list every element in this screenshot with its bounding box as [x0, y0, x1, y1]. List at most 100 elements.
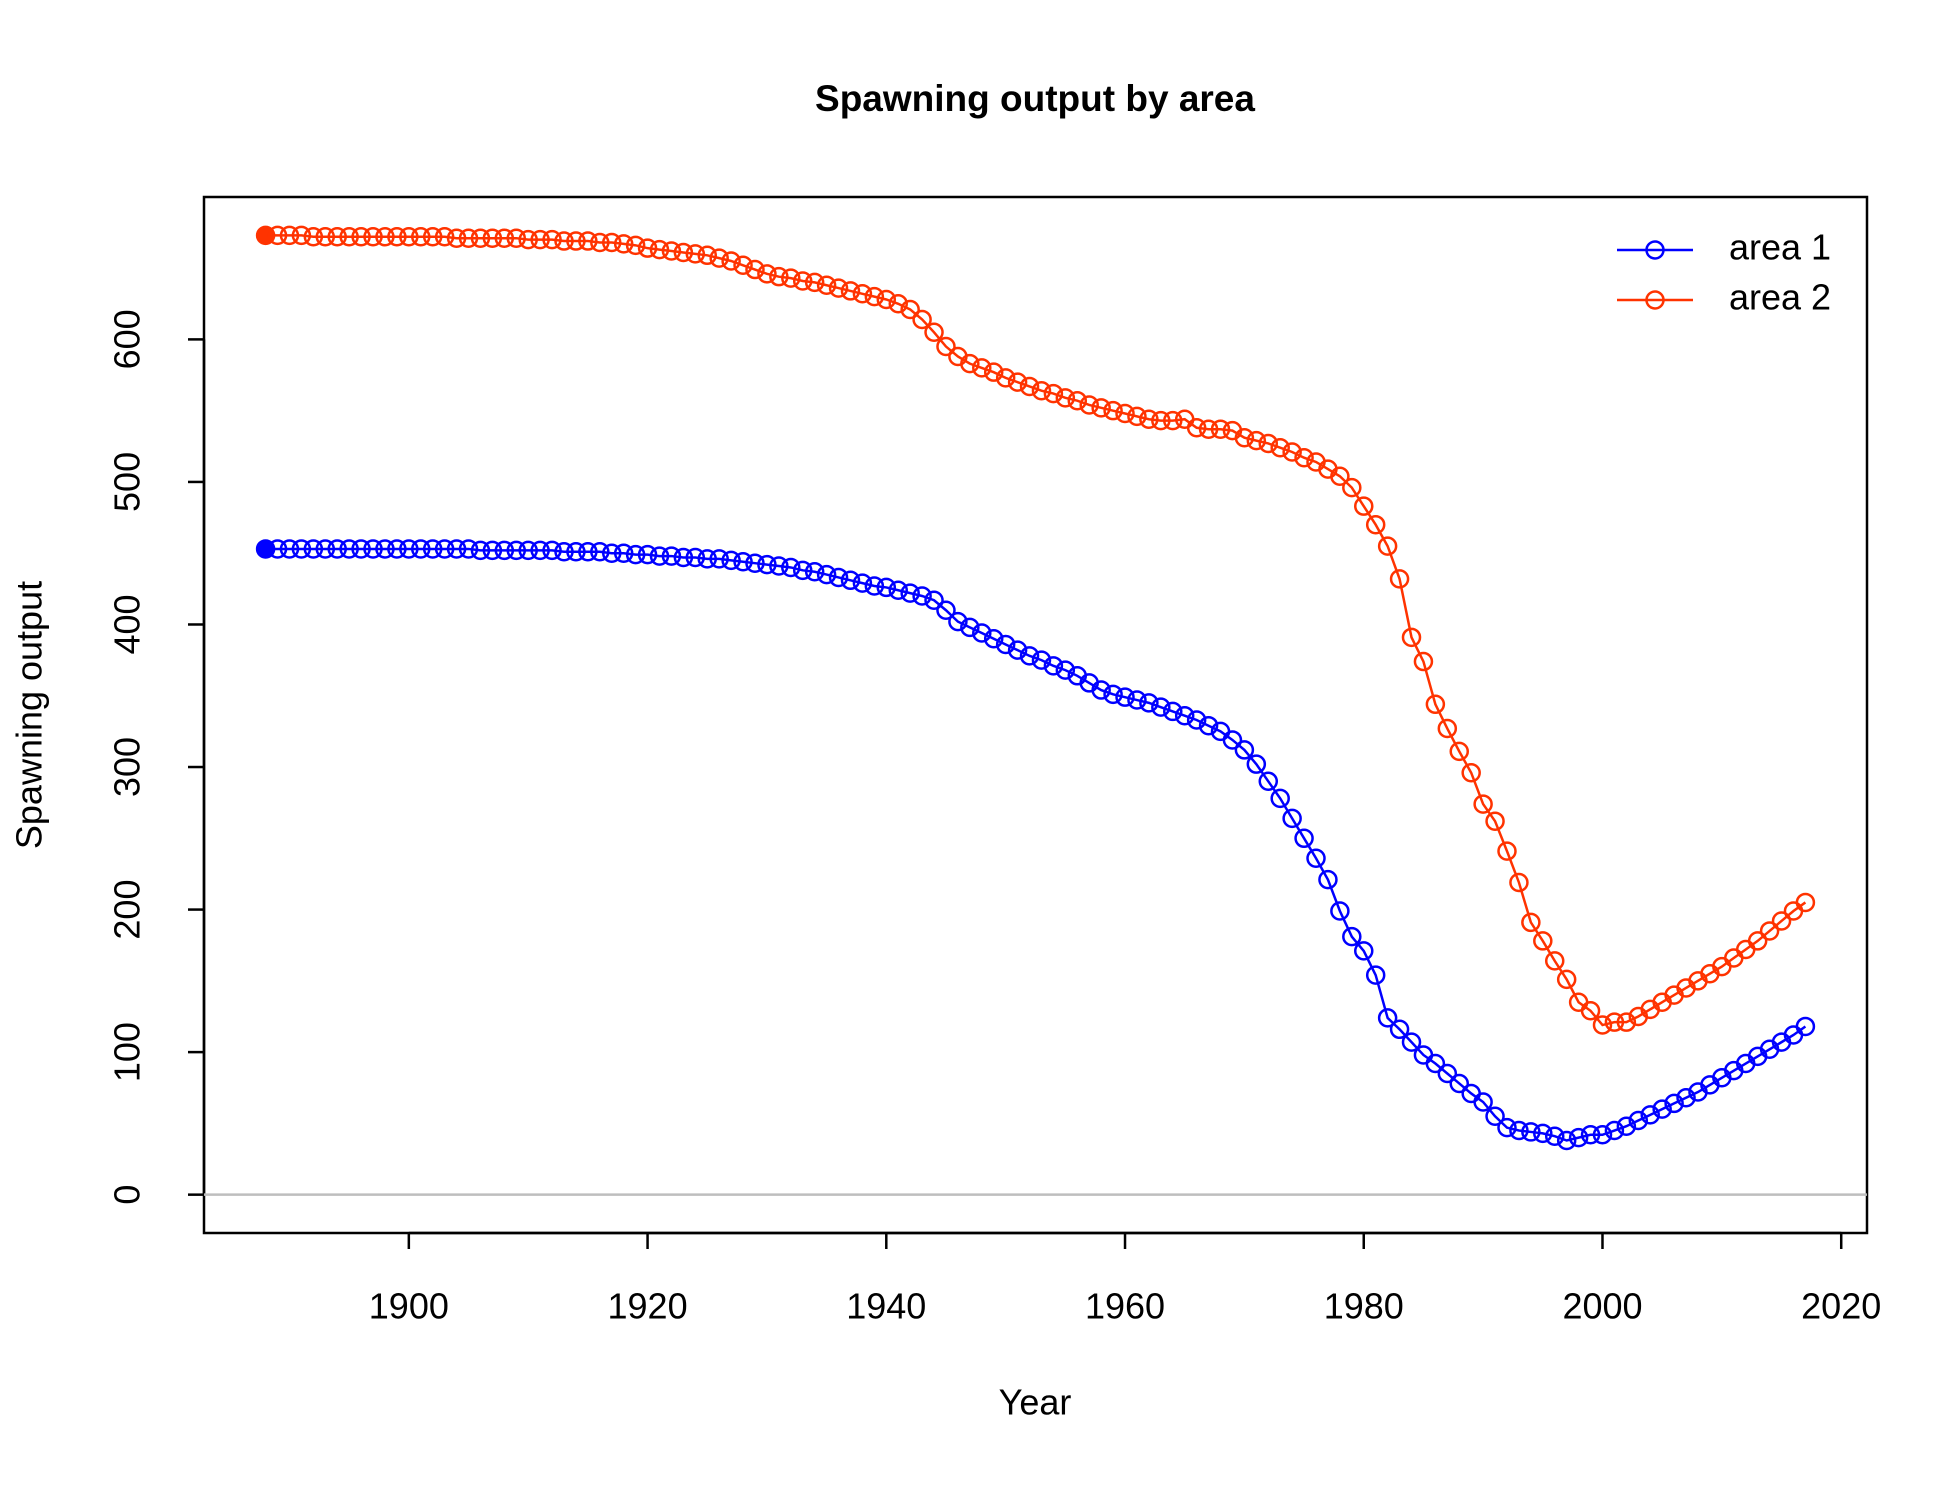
- data-point: [602, 543, 622, 563]
- data-point: [852, 573, 873, 593]
- data-point: [924, 322, 944, 343]
- data-point: [1365, 514, 1386, 535]
- data-point: [375, 227, 395, 247]
- data-point: [1091, 680, 1111, 700]
- x-tick-label: 2000: [1562, 1286, 1642, 1327]
- data-point: [411, 539, 431, 559]
- x-tick-label: 1960: [1085, 1286, 1165, 1327]
- data-point: [470, 540, 491, 561]
- x-tick-label: 1900: [369, 1286, 449, 1327]
- data-point: [912, 586, 932, 606]
- data-point: [1544, 1126, 1565, 1146]
- x-tick-label: 2020: [1801, 1286, 1881, 1327]
- data-point: [387, 227, 407, 247]
- legend-marker: [1645, 290, 1665, 310]
- data-point: [864, 286, 885, 307]
- data-point: [1306, 848, 1326, 869]
- data-point: [1258, 771, 1279, 792]
- data-point: [1342, 926, 1362, 947]
- data-point: [1270, 437, 1290, 458]
- data-point: [554, 542, 574, 562]
- legend-marker: [1645, 240, 1665, 260]
- data-point: [1354, 496, 1374, 516]
- data-point: [375, 539, 395, 559]
- data-point: [1234, 428, 1255, 448]
- data-point: [876, 289, 897, 310]
- data-point: [1174, 705, 1195, 726]
- data-point: [792, 271, 813, 291]
- data-point: [506, 540, 527, 561]
- data-point: [649, 546, 670, 566]
- data-point: [1509, 872, 1529, 893]
- data-point: [995, 368, 1016, 388]
- data-point: [661, 546, 682, 566]
- data-point: [900, 583, 920, 603]
- data-point: [1485, 1106, 1505, 1127]
- data-point: [637, 544, 658, 565]
- data-point: [1031, 650, 1052, 670]
- y-tick-label: 500: [107, 452, 148, 512]
- data-point: [1019, 376, 1040, 397]
- data-point: [948, 611, 968, 632]
- data-point: [446, 539, 467, 559]
- data-point: [1795, 1016, 1816, 1037]
- data-point: [1377, 1008, 1398, 1028]
- data-point: [1282, 442, 1302, 462]
- data-point: [387, 539, 407, 559]
- data-point: [542, 540, 562, 561]
- data-point: [745, 259, 765, 280]
- data-point: [1007, 372, 1028, 392]
- data-point: [613, 543, 634, 563]
- data-point: [995, 634, 1016, 655]
- data-point: [757, 264, 777, 284]
- data-point: [1330, 901, 1350, 921]
- data-point: [267, 539, 288, 559]
- data-point: [1258, 433, 1279, 454]
- data-point: [1282, 808, 1302, 829]
- data-point: [625, 544, 646, 565]
- data-point: [578, 542, 598, 562]
- data-point: [804, 561, 825, 582]
- data-point: [1604, 1120, 1625, 1141]
- data-point: [1198, 715, 1219, 736]
- data-point: [1294, 447, 1314, 468]
- data-point: [888, 294, 908, 314]
- data-point: [1186, 710, 1207, 730]
- data-point: [590, 232, 610, 253]
- data-point: [816, 275, 837, 295]
- data-point: [494, 228, 515, 248]
- data-point: [1497, 841, 1517, 861]
- y-tick-label: 400: [107, 594, 148, 654]
- data-point: [781, 557, 801, 578]
- data-point: [697, 245, 717, 266]
- data-point: [1628, 1110, 1649, 1131]
- data-point: [900, 299, 920, 320]
- data-point: [1139, 693, 1159, 713]
- data-point: [1389, 1019, 1410, 1040]
- y-tick-label: 100: [107, 1022, 148, 1082]
- data-point: [315, 539, 336, 559]
- data-point: [1103, 684, 1123, 705]
- data-point: [446, 228, 467, 248]
- data-point: [1437, 1063, 1458, 1084]
- data-point: [279, 539, 300, 559]
- data-point: [1449, 741, 1469, 762]
- data-point: [1556, 969, 1577, 990]
- data-point: [625, 235, 646, 256]
- data-point: [470, 228, 491, 248]
- data-point: [422, 227, 443, 247]
- data-point: [1115, 687, 1135, 707]
- data-point: [315, 227, 336, 247]
- data-point: [1043, 656, 1064, 676]
- y-axis-label: Spawning output: [9, 581, 50, 849]
- data-point: [566, 231, 586, 251]
- data-point: [1091, 398, 1111, 418]
- data-point: [566, 542, 586, 562]
- data-point: [482, 540, 503, 561]
- data-point: [1389, 569, 1410, 589]
- data-point: [303, 227, 324, 247]
- data-point: [972, 623, 992, 643]
- data-point: [960, 353, 980, 374]
- data-point: [649, 239, 670, 260]
